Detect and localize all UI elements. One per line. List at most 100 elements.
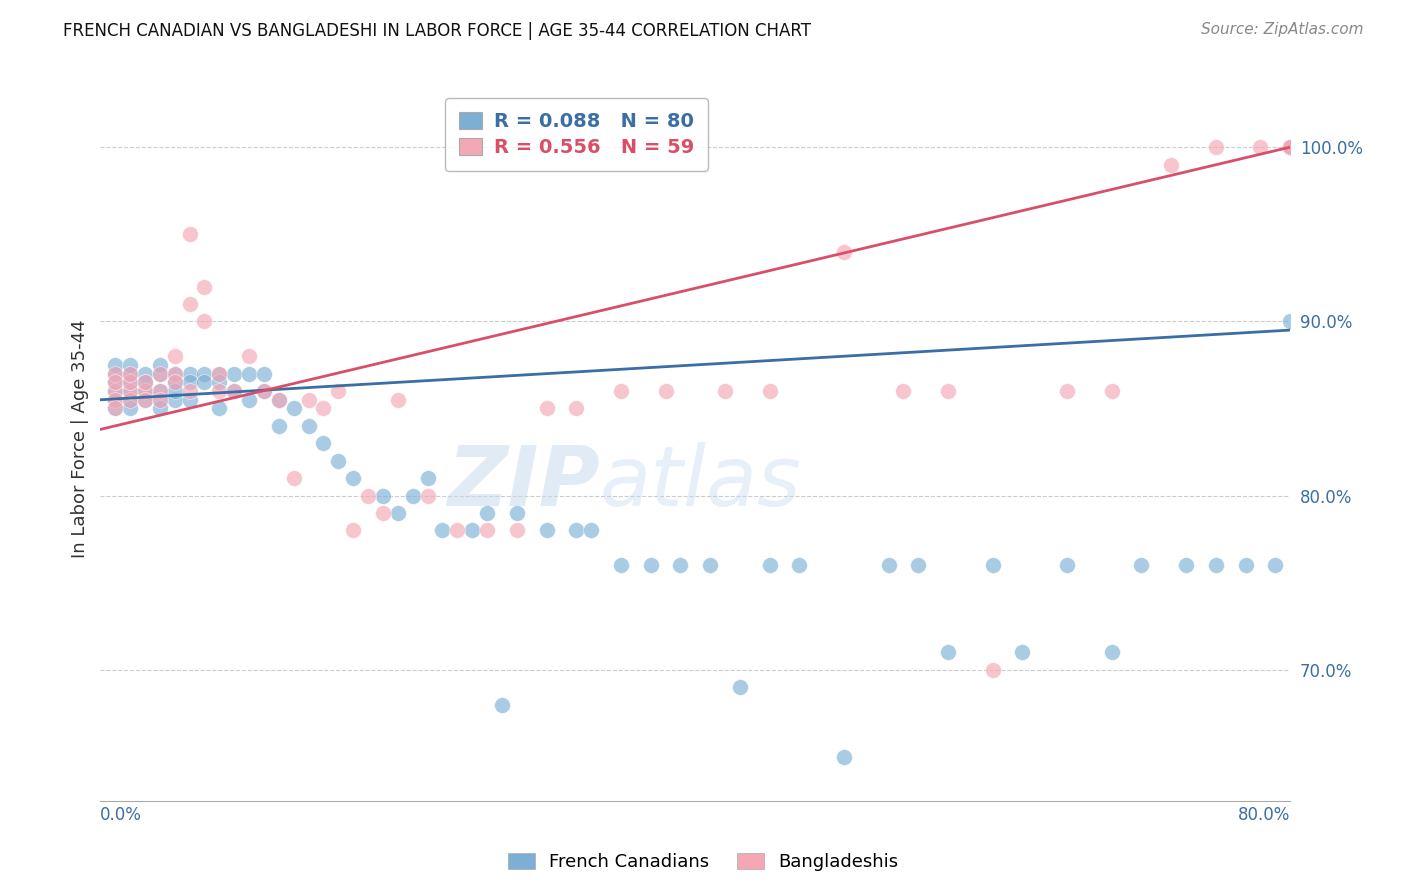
Point [893, 384, 915, 398]
Point [163, 367, 186, 381]
Point [267, 418, 290, 433]
Point [832, 244, 855, 259]
Point [877, 558, 900, 573]
Point [1249, 140, 1271, 154]
Point [149, 384, 172, 398]
Point [238, 349, 260, 363]
Point [253, 367, 276, 381]
Point [120, 367, 142, 381]
Point [104, 358, 127, 372]
Point [134, 376, 156, 390]
Point [669, 558, 692, 573]
Point [789, 558, 811, 573]
Point [179, 384, 201, 398]
Point [506, 506, 529, 520]
Point [179, 227, 201, 242]
Point [224, 367, 246, 381]
Point [714, 384, 737, 398]
Point [536, 524, 558, 538]
Point [1264, 558, 1286, 573]
Text: ZIP: ZIP [447, 442, 600, 523]
Point [193, 376, 215, 390]
Point [253, 384, 276, 398]
Point [1130, 558, 1153, 573]
Point [179, 392, 201, 407]
Point [342, 524, 364, 538]
Point [610, 558, 633, 573]
Point [1205, 558, 1227, 573]
Y-axis label: In Labor Force | Age 35-44: In Labor Force | Age 35-44 [72, 319, 89, 558]
Text: FRENCH CANADIAN VS BANGLADESHI IN LABOR FORCE | AGE 35-44 CORRELATION CHART: FRENCH CANADIAN VS BANGLADESHI IN LABOR … [63, 22, 811, 40]
Point [179, 367, 201, 381]
Text: 80.0%: 80.0% [1237, 805, 1291, 823]
Point [1101, 384, 1123, 398]
Point [283, 471, 305, 485]
Point [193, 367, 215, 381]
Point [238, 392, 260, 407]
Point [104, 384, 127, 398]
Point [163, 376, 186, 390]
Point [758, 384, 780, 398]
Point [1160, 157, 1182, 171]
Point [446, 524, 468, 538]
Point [149, 401, 172, 416]
Text: Source: ZipAtlas.com: Source: ZipAtlas.com [1201, 22, 1364, 37]
Point [1175, 558, 1198, 573]
Point [342, 471, 364, 485]
Point [371, 489, 394, 503]
Point [387, 392, 409, 407]
Point [1205, 140, 1227, 154]
Point [224, 384, 246, 398]
Point [312, 401, 335, 416]
Point [475, 524, 498, 538]
Point [1279, 140, 1302, 154]
Point [163, 349, 186, 363]
Point [1279, 140, 1302, 154]
Point [832, 750, 855, 764]
Point [491, 698, 513, 712]
Point [193, 279, 215, 293]
Point [149, 392, 172, 407]
Point [104, 401, 127, 416]
Point [1056, 558, 1078, 573]
Point [267, 392, 290, 407]
Point [1234, 558, 1257, 573]
Text: atlas: atlas [600, 442, 801, 523]
Point [758, 558, 780, 573]
Point [432, 524, 454, 538]
Point [536, 401, 558, 416]
Legend: R = 0.088   N = 80, R = 0.556   N = 59: R = 0.088 N = 80, R = 0.556 N = 59 [446, 98, 707, 170]
Point [149, 367, 172, 381]
Point [134, 367, 156, 381]
Point [981, 663, 1004, 677]
Point [416, 471, 439, 485]
Point [297, 392, 319, 407]
Point [104, 401, 127, 416]
Point [149, 384, 172, 398]
Point [907, 558, 929, 573]
Point [104, 367, 127, 381]
Point [328, 454, 350, 468]
Point [120, 401, 142, 416]
Point [104, 367, 127, 381]
Point [1101, 645, 1123, 659]
Point [610, 384, 633, 398]
Point [208, 367, 231, 381]
Point [208, 384, 231, 398]
Point [149, 392, 172, 407]
Point [579, 524, 602, 538]
Point [163, 392, 186, 407]
Point [120, 392, 142, 407]
Point [1279, 140, 1302, 154]
Point [981, 558, 1004, 573]
Point [163, 376, 186, 390]
Point [728, 680, 751, 694]
Point [179, 376, 201, 390]
Point [1279, 314, 1302, 328]
Point [699, 558, 721, 573]
Point [104, 392, 127, 407]
Point [936, 645, 959, 659]
Point [163, 367, 186, 381]
Point [149, 358, 172, 372]
Point [387, 506, 409, 520]
